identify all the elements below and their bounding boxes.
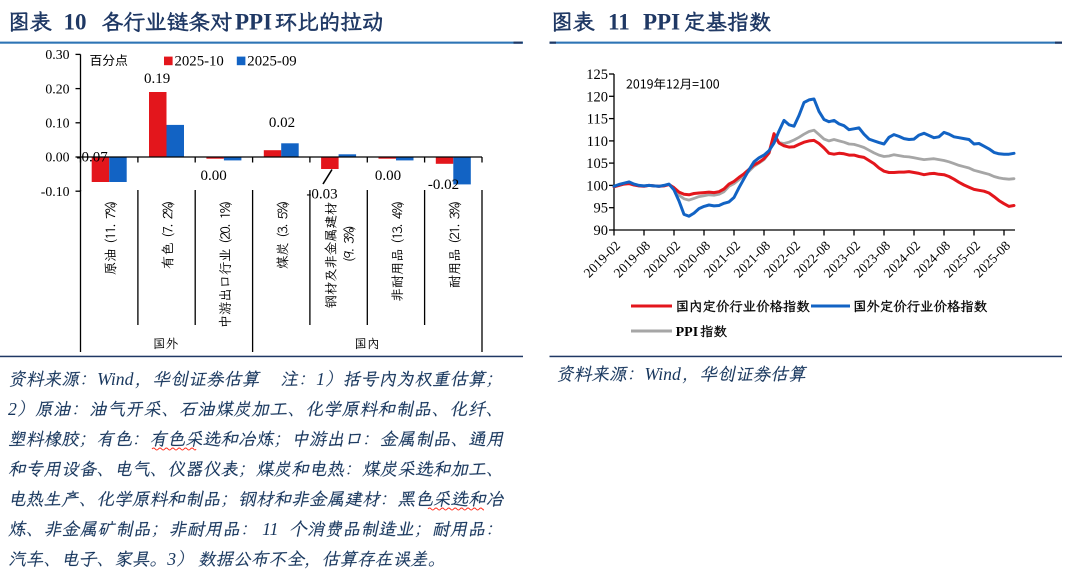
svg-text:1: 1 (316, 369, 325, 389)
svg-text:100: 100 (586, 178, 608, 194)
svg-text:Wind: Wind (97, 369, 134, 389)
svg-text:95: 95 (594, 201, 609, 217)
svg-text:90: 90 (594, 223, 609, 239)
svg-text:0.20: 0.20 (45, 81, 69, 96)
svg-text:2: 2 (8, 399, 17, 419)
svg-text:115: 115 (587, 112, 608, 128)
svg-text:0.19: 0.19 (144, 71, 170, 87)
svg-text:-0.03: -0.03 (306, 187, 337, 203)
svg-text:PPI: PPI (643, 10, 680, 35)
svg-text:0.00: 0.00 (45, 150, 69, 165)
svg-text:2025-10: 2025-10 (175, 53, 224, 69)
svg-text:10: 10 (64, 10, 87, 35)
svg-text:0.00: 0.00 (375, 168, 401, 184)
svg-text:0.10: 0.10 (45, 116, 69, 131)
svg-text:0.02: 0.02 (269, 115, 295, 131)
svg-text:125: 125 (586, 67, 608, 83)
svg-text:11: 11 (608, 10, 630, 35)
svg-text:120: 120 (586, 89, 608, 105)
svg-text:0.30: 0.30 (45, 47, 69, 62)
svg-text:11: 11 (262, 519, 278, 539)
svg-text:Wind: Wind (645, 364, 682, 384)
svg-text:-0.10: -0.10 (41, 184, 70, 199)
svg-text:-0.02: -0.02 (428, 177, 459, 193)
svg-text:PPI: PPI (235, 10, 272, 35)
svg-text:3: 3 (166, 549, 176, 569)
svg-text:2025-09: 2025-09 (247, 53, 296, 69)
svg-text:-0.07: -0.07 (77, 150, 109, 166)
svg-text:PPI: PPI (676, 325, 699, 340)
svg-text:105: 105 (586, 156, 608, 172)
svg-text:110: 110 (587, 134, 608, 150)
svg-text:0.00: 0.00 (200, 168, 226, 184)
